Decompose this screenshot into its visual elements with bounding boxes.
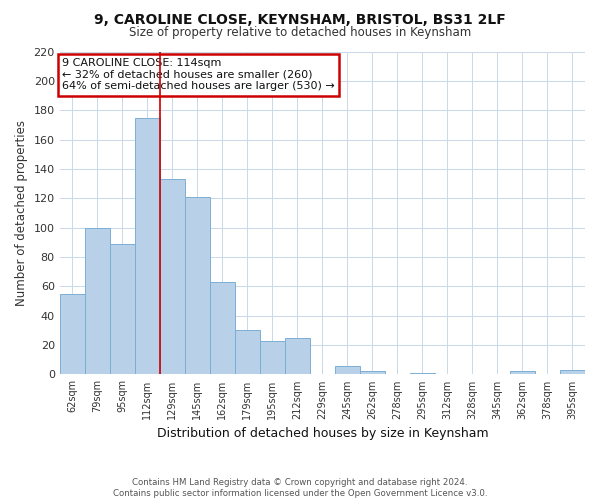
Bar [185, 197, 210, 374]
Text: Contains HM Land Registry data © Crown copyright and database right 2024.
Contai: Contains HM Land Registry data © Crown c… [113, 478, 487, 498]
Bar [235, 330, 260, 374]
Bar [510, 372, 535, 374]
Bar [135, 118, 160, 374]
Bar [210, 282, 235, 374]
Text: 9, CAROLINE CLOSE, KEYNSHAM, BRISTOL, BS31 2LF: 9, CAROLINE CLOSE, KEYNSHAM, BRISTOL, BS… [94, 12, 506, 26]
Bar [110, 244, 135, 374]
Text: Size of property relative to detached houses in Keynsham: Size of property relative to detached ho… [129, 26, 471, 39]
Bar [160, 179, 185, 374]
Y-axis label: Number of detached properties: Number of detached properties [15, 120, 28, 306]
X-axis label: Distribution of detached houses by size in Keynsham: Distribution of detached houses by size … [157, 427, 488, 440]
Bar [59, 294, 85, 374]
Bar [260, 340, 285, 374]
Bar [285, 338, 310, 374]
Bar [85, 228, 110, 374]
Bar [410, 373, 435, 374]
Bar [335, 366, 360, 374]
Bar [360, 372, 385, 374]
Text: 9 CAROLINE CLOSE: 114sqm
← 32% of detached houses are smaller (260)
64% of semi-: 9 CAROLINE CLOSE: 114sqm ← 32% of detach… [62, 58, 335, 91]
Bar [560, 370, 585, 374]
